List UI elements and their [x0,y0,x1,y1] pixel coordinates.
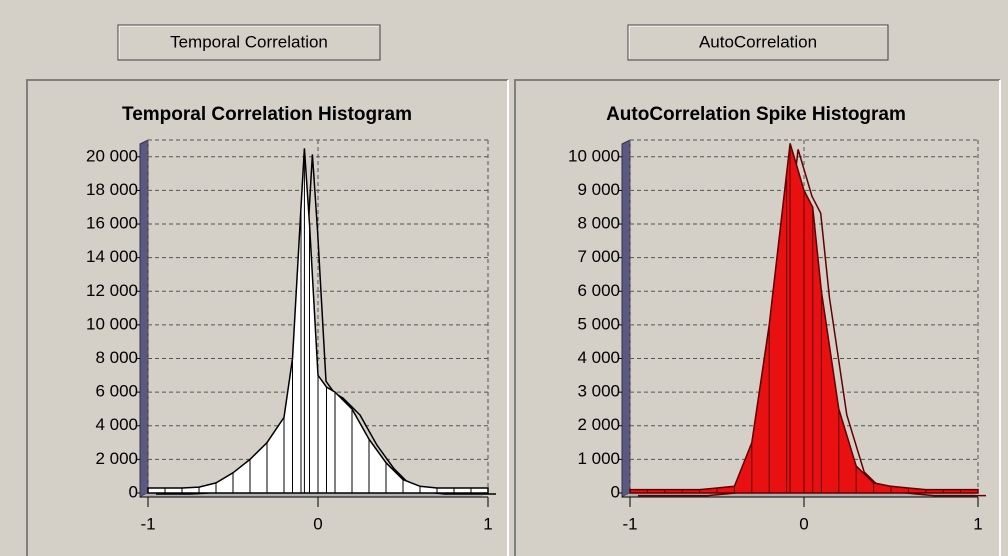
y-tick-label: 14 000 [86,247,138,266]
area-shadow [638,149,986,497]
y-tick-label: 1 000 [577,449,620,468]
y-tick-label: 3 000 [577,382,620,401]
y-tick-label: 2 000 [95,449,138,468]
chart-title: Temporal Correlation Histogram [122,104,412,125]
button[interactable]: Temporal Correlation [117,24,381,61]
y-tick-label: 12 000 [86,281,138,300]
button-frame[interactable] [627,24,889,61]
button-label[interactable]: Temporal Correlation [170,32,328,51]
button-frame[interactable] [117,24,381,61]
y-tick-label: 5 000 [577,314,620,333]
y-tick-label: 20 000 [86,146,138,165]
y-tick-label: 0 [129,482,138,501]
x-tick-label: -1 [140,514,155,533]
y-tick-label: 10 000 [86,314,138,333]
button-highlight [628,25,887,59]
x-tick-label: 0 [799,514,808,533]
y-tick-label: 0 [611,482,620,501]
floor [140,493,488,497]
y-tick-label: 4 000 [95,415,138,434]
button-highlight [118,25,379,59]
button[interactable]: AutoCorrelation [627,24,889,61]
left-wall [139,139,149,498]
y-tick-label: 6 000 [577,281,620,300]
panel-border [26,79,508,556]
y-tick-label: 16 000 [86,214,138,233]
y-tick-label: 10 000 [568,146,620,165]
x-tick-label: 0 [313,514,322,533]
left-wall [621,139,631,498]
x-tick-label: 1 [483,514,492,533]
y-tick-label: 6 000 [95,382,138,401]
panel-border [514,79,1000,556]
y-tick-label: 9 000 [577,180,620,199]
x-tick-label: 1 [973,514,982,533]
y-tick-label: 4 000 [577,348,620,367]
y-tick-label: 2 000 [577,415,620,434]
y-tick-label: 8 000 [95,348,138,367]
chart-title: AutoCorrelation Spike Histogram [606,104,906,125]
y-tick-label: 8 000 [577,214,620,233]
button-label[interactable]: AutoCorrelation [699,32,817,51]
y-tick-label: 7 000 [577,247,620,266]
x-tick-label: -1 [622,514,637,533]
y-tick-label: 18 000 [86,180,138,199]
